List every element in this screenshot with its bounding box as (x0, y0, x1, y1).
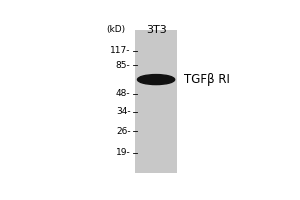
FancyBboxPatch shape (135, 30, 177, 173)
Text: 26-: 26- (116, 127, 130, 136)
Text: 3T3: 3T3 (146, 25, 166, 35)
Text: 48-: 48- (116, 89, 130, 98)
Ellipse shape (137, 75, 175, 85)
Text: 19-: 19- (116, 148, 130, 157)
Text: 34-: 34- (116, 107, 130, 116)
Text: 117-: 117- (110, 46, 130, 55)
Text: TGFβ RI: TGFβ RI (184, 73, 230, 86)
Text: (kD): (kD) (107, 25, 126, 34)
Text: 85-: 85- (116, 61, 130, 70)
